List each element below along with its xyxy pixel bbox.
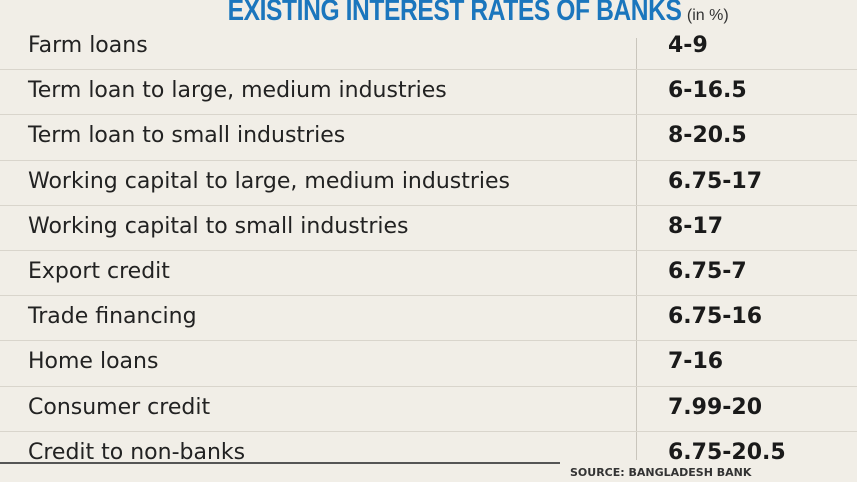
row-value: 4-9 bbox=[668, 33, 708, 58]
row-value: 8-20.5 bbox=[668, 123, 747, 149]
row-value: 6-16.5 bbox=[668, 78, 747, 104]
table-row: Home loans 7-16 bbox=[0, 341, 857, 387]
table: Farm loans 4-9 Term loan to large, medium … bbox=[0, 25, 857, 476]
row-value: 6.75-17 bbox=[668, 168, 763, 194]
row-label: Home loans bbox=[28, 349, 159, 375]
table-row: Export credit 6.75-7 bbox=[0, 251, 857, 297]
unit: (in %) bbox=[686, 7, 729, 24]
row-label: Term loan to large, medium industries bbox=[28, 78, 447, 104]
row-label: Consumer credit bbox=[28, 394, 211, 420]
table-row: Term loan to large, medium industries 6-1… bbox=[0, 70, 857, 116]
row-label: Working capital to large, medium industr… bbox=[28, 168, 511, 194]
footer-rule bbox=[0, 462, 560, 464]
row-value: 6.75-7 bbox=[668, 258, 747, 284]
row-value: 8-17 bbox=[668, 213, 724, 239]
table-row: Term loan to small industries 8-20.5 bbox=[0, 115, 857, 161]
row-value: 6.75-20.5 bbox=[668, 439, 786, 465]
source: SOURCE: BANGLADESH BANK bbox=[570, 466, 752, 479]
table-row: Working capital to small industries 8-17 bbox=[0, 206, 857, 251]
row-label: Export credit bbox=[28, 258, 170, 284]
row-value: 6.75-16 bbox=[668, 304, 763, 330]
row-value: 7.99-20 bbox=[668, 394, 763, 420]
table-row: Farm loans 4-9 bbox=[0, 25, 857, 71]
table-row: Trade financing 6.75-16 bbox=[0, 296, 857, 342]
title-block: EXISTING INTEREST RATES OF BANKS (in %) bbox=[0, 0, 857, 28]
table-row: Consumer credit 7.99-20 bbox=[0, 387, 857, 432]
table-row: Working capital to large, medium industr… bbox=[0, 161, 857, 206]
row-label: Working capital to small industries bbox=[28, 213, 409, 239]
row-label: Trade financing bbox=[28, 304, 197, 330]
row-value: 7-16 bbox=[668, 349, 724, 375]
title: EXISTING INTEREST RATES OF BANKS bbox=[227, 0, 682, 27]
row-label: Credit to non-banks bbox=[28, 439, 246, 465]
table-row: Credit to non-banks 6.75-20.5 bbox=[0, 432, 857, 476]
column-divider bbox=[636, 38, 637, 460]
row-label: Term loan to small industries bbox=[28, 123, 346, 149]
row-label: Farm loans bbox=[28, 33, 148, 58]
